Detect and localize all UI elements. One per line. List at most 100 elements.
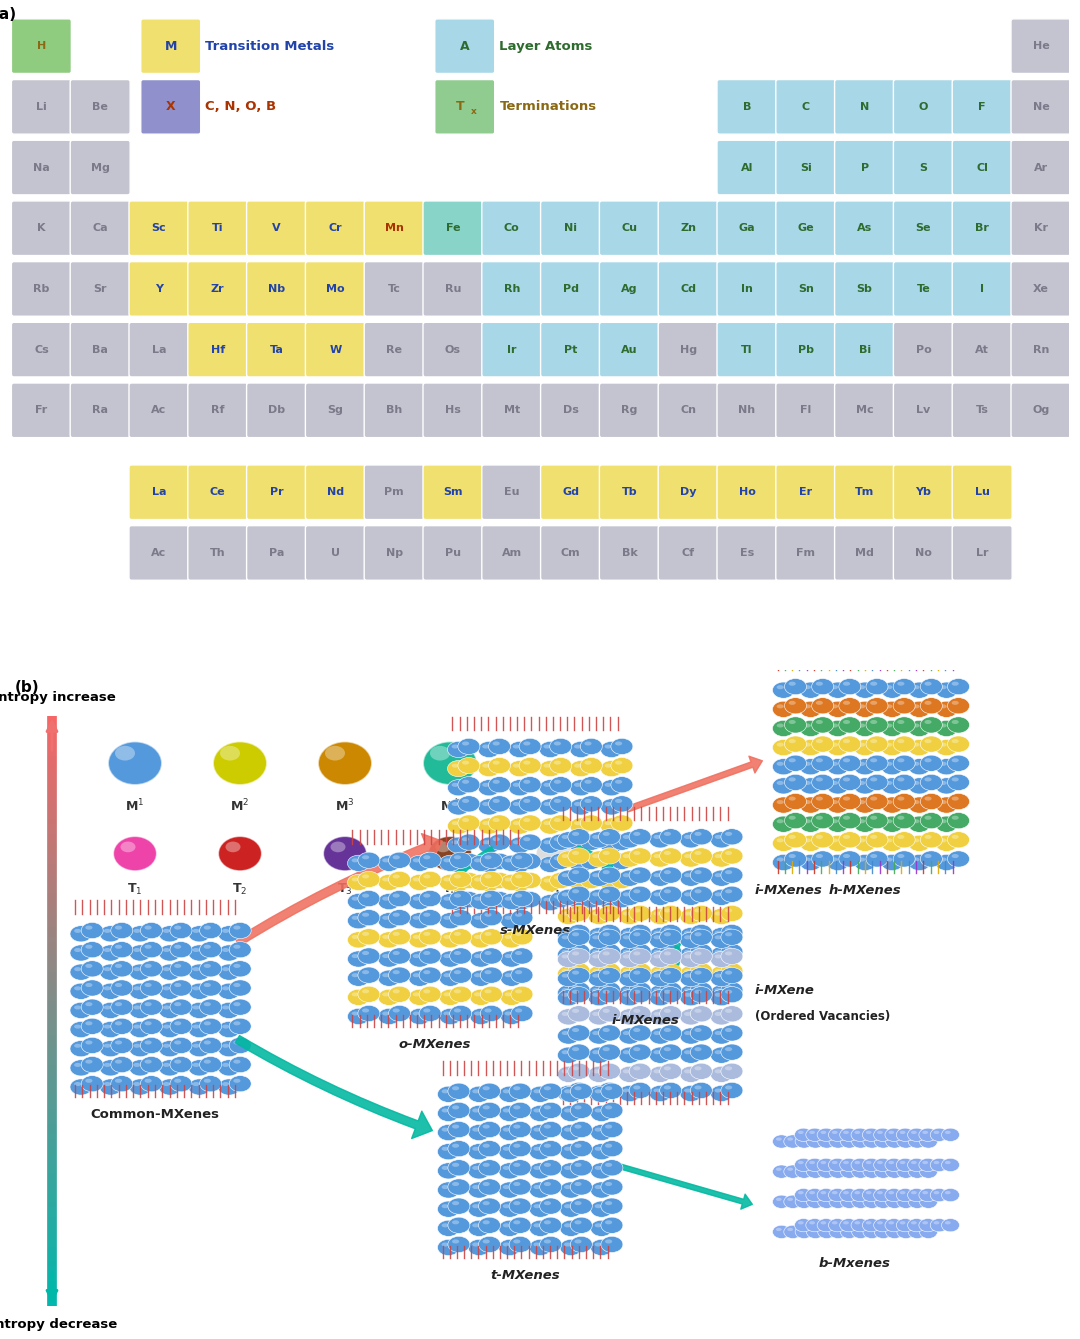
Ellipse shape	[580, 795, 603, 811]
Ellipse shape	[523, 894, 530, 898]
Ellipse shape	[843, 1130, 849, 1134]
Text: M$^3$: M$^3$	[335, 798, 354, 814]
Ellipse shape	[159, 1079, 180, 1095]
Ellipse shape	[513, 1220, 521, 1224]
Ellipse shape	[664, 990, 671, 994]
Ellipse shape	[509, 876, 530, 892]
Ellipse shape	[908, 720, 930, 736]
Ellipse shape	[509, 1083, 531, 1099]
FancyBboxPatch shape	[717, 465, 777, 520]
Ellipse shape	[886, 819, 892, 823]
Ellipse shape	[795, 1225, 813, 1239]
Ellipse shape	[721, 1024, 743, 1042]
Ellipse shape	[896, 1225, 915, 1239]
Ellipse shape	[605, 1240, 612, 1244]
Ellipse shape	[559, 1105, 582, 1122]
Ellipse shape	[540, 1217, 562, 1233]
Ellipse shape	[513, 1182, 521, 1186]
Ellipse shape	[529, 1201, 551, 1217]
Ellipse shape	[818, 1135, 836, 1148]
Ellipse shape	[598, 868, 621, 884]
Ellipse shape	[818, 1129, 835, 1141]
Ellipse shape	[605, 802, 611, 806]
FancyBboxPatch shape	[541, 323, 600, 378]
Ellipse shape	[534, 1224, 541, 1228]
Ellipse shape	[919, 1135, 937, 1148]
Ellipse shape	[829, 1165, 847, 1178]
Ellipse shape	[575, 802, 581, 806]
Ellipse shape	[483, 1240, 489, 1244]
Ellipse shape	[897, 720, 904, 724]
Ellipse shape	[204, 1022, 211, 1026]
Ellipse shape	[908, 1135, 927, 1148]
Ellipse shape	[935, 739, 958, 755]
Ellipse shape	[605, 897, 611, 901]
Ellipse shape	[222, 1063, 229, 1067]
Ellipse shape	[539, 856, 562, 873]
Ellipse shape	[222, 1024, 229, 1028]
Ellipse shape	[908, 1225, 927, 1239]
Ellipse shape	[192, 1043, 200, 1048]
Ellipse shape	[163, 1043, 170, 1048]
Ellipse shape	[589, 832, 610, 848]
Ellipse shape	[913, 704, 919, 708]
Ellipse shape	[840, 1165, 859, 1178]
Ellipse shape	[605, 783, 611, 787]
Ellipse shape	[170, 999, 192, 1015]
Ellipse shape	[453, 1144, 459, 1148]
FancyBboxPatch shape	[482, 261, 542, 316]
Ellipse shape	[442, 1127, 449, 1131]
Text: M$^4$: M$^4$	[441, 798, 460, 814]
Ellipse shape	[881, 797, 903, 813]
Ellipse shape	[653, 892, 661, 896]
Ellipse shape	[468, 1144, 490, 1160]
Text: Gd: Gd	[562, 487, 579, 497]
Ellipse shape	[575, 897, 581, 901]
Ellipse shape	[114, 964, 122, 968]
Ellipse shape	[897, 854, 904, 858]
Ellipse shape	[866, 1161, 872, 1164]
Ellipse shape	[725, 852, 732, 856]
Ellipse shape	[509, 1102, 531, 1118]
Ellipse shape	[605, 1144, 612, 1148]
Text: Pt: Pt	[564, 344, 578, 355]
Ellipse shape	[595, 1166, 602, 1170]
Ellipse shape	[684, 1012, 691, 1016]
Ellipse shape	[451, 821, 459, 825]
Ellipse shape	[592, 931, 599, 935]
Ellipse shape	[839, 698, 861, 714]
Ellipse shape	[930, 1158, 948, 1172]
Ellipse shape	[772, 1135, 791, 1148]
Text: B: B	[743, 102, 752, 112]
Ellipse shape	[451, 744, 459, 749]
FancyBboxPatch shape	[423, 383, 483, 438]
Ellipse shape	[515, 1008, 522, 1012]
Ellipse shape	[818, 1196, 836, 1208]
Ellipse shape	[554, 837, 561, 841]
Ellipse shape	[725, 1008, 732, 1012]
Ellipse shape	[810, 1137, 815, 1141]
Ellipse shape	[468, 1125, 490, 1141]
Ellipse shape	[772, 1196, 791, 1208]
Ellipse shape	[174, 1040, 181, 1044]
Ellipse shape	[440, 990, 461, 1006]
Ellipse shape	[442, 1243, 449, 1247]
Ellipse shape	[881, 759, 903, 775]
Ellipse shape	[357, 890, 380, 907]
Ellipse shape	[818, 1165, 836, 1178]
Ellipse shape	[649, 928, 672, 944]
Ellipse shape	[170, 961, 192, 977]
Ellipse shape	[815, 720, 823, 724]
Ellipse shape	[611, 815, 633, 832]
Ellipse shape	[562, 988, 569, 992]
Ellipse shape	[523, 818, 530, 822]
Text: Og: Og	[1032, 406, 1050, 415]
Ellipse shape	[922, 1221, 928, 1224]
Ellipse shape	[188, 983, 211, 999]
Ellipse shape	[478, 761, 500, 777]
Ellipse shape	[511, 967, 532, 983]
Text: Ra: Ra	[92, 406, 108, 415]
Ellipse shape	[458, 795, 480, 811]
FancyBboxPatch shape	[835, 261, 894, 316]
Ellipse shape	[653, 836, 661, 840]
